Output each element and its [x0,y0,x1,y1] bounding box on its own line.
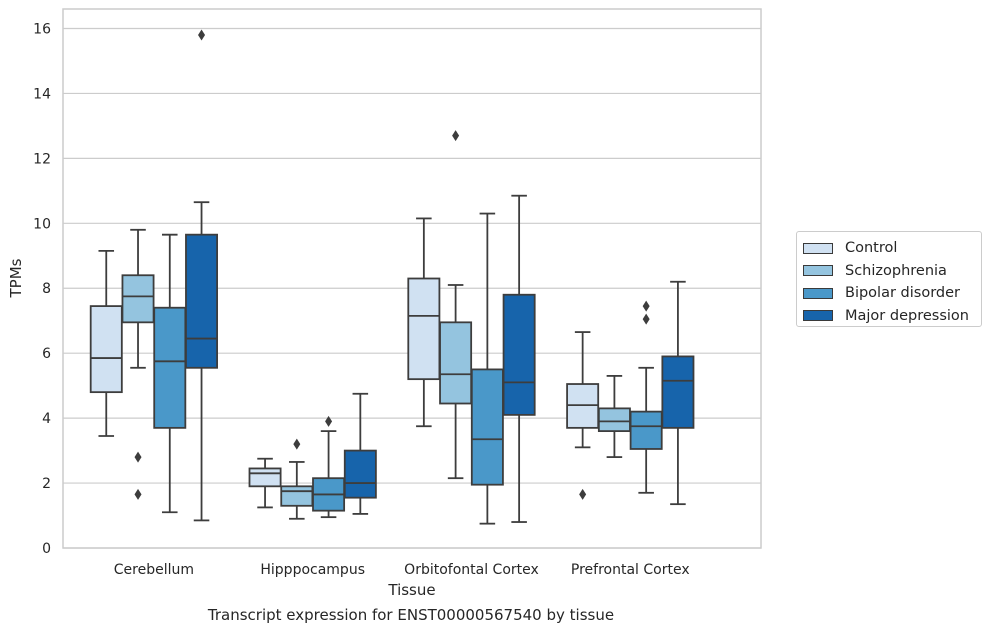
y-tick-label-6: 6 [42,346,51,362]
legend-item-schizophrenia: Schizophrenia [803,260,981,283]
box-body [280,485,314,507]
x-tick-label-4: Prefrontal Cortex [571,562,690,578]
box-bipolar-disorder-4 [629,300,663,494]
y-tick-label-4: 4 [42,411,51,427]
y-tick-label-12: 12 [33,151,51,167]
x-tick-label-3: Orbitofontal Cortex [404,562,539,578]
outlier-point [134,488,142,500]
box-body [661,355,695,429]
box-bipolar-disorder-1 [153,233,187,514]
box-schizophrenia-1 [121,228,155,500]
box-control-4 [566,331,600,500]
legend-swatch [803,310,833,322]
y-tick-label-0: 0 [42,541,51,557]
box-layer [89,29,695,525]
x-tick-label-2: Hipppocampus [260,562,365,578]
box-body [597,407,631,433]
legend-swatch [803,242,833,254]
outlier-point [325,415,333,427]
x-axis-ticks: Cerebellum Hipppocampus Orbitofontal Corte… [114,562,690,578]
box-major-depression-1 [185,29,218,522]
box-control-2 [248,457,282,509]
chart-title: Transcript expression for ENST0000056754… [207,606,615,624]
box-body [439,321,473,405]
box-major-depression-2 [343,392,377,515]
box-control-1 [89,250,123,437]
box-schizophrenia-2 [280,438,314,520]
legend-label: Schizophrenia [845,262,947,279]
box-body [470,368,504,486]
legend-item-major-depression: Major depression [803,305,981,328]
box-major-depression-3 [502,194,536,523]
legend-swatch [803,265,833,277]
outlier-point [579,488,587,500]
box-body [502,293,536,416]
y-axis-ticks: 0 2 4 6 8 10 12 14 16 [33,21,51,557]
box-control-3 [407,217,441,428]
legend: Control Schizophrenia Bipolar disorder Majo… [796,231,982,327]
y-tick-label-16: 16 [33,21,51,37]
box-body [153,306,187,429]
y-tick-label-14: 14 [33,86,51,102]
outlier-point [452,130,460,142]
box-body [407,277,441,381]
y-tick-label-10: 10 [33,216,51,232]
box-body [248,467,282,488]
outlier-point [293,438,301,450]
outlier-point [642,313,650,325]
box-body [89,305,123,394]
legend-item-control: Control [803,237,981,260]
box-body [185,233,218,369]
y-axis-label: TPMs [7,258,25,298]
x-tick-label-1: Cerebellum [114,562,194,578]
y-tick-label-2: 2 [42,476,51,492]
legend-swatch [803,287,833,299]
outlier-point [642,300,650,312]
legend-label: Bipolar disorder [845,285,960,302]
x-axis-label: Tissue [387,581,435,599]
legend-label: Major depression [845,307,969,324]
box-schizophrenia-3 [439,130,473,480]
box-body [629,410,663,450]
box-schizophrenia-4 [597,375,631,458]
box-body [121,274,155,324]
box-bipolar-disorder-3 [470,212,504,525]
box-major-depression-4 [661,280,695,506]
grid-lines [63,27,761,549]
outlier-point [198,29,206,41]
box-bipolar-disorder-2 [312,415,346,519]
outlier-point [134,451,142,463]
box-body [343,449,377,499]
legend-item-bipolar-disorder: Bipolar disorder [803,282,981,305]
y-tick-label-8: 8 [42,281,51,297]
legend-label: Control [845,240,898,257]
